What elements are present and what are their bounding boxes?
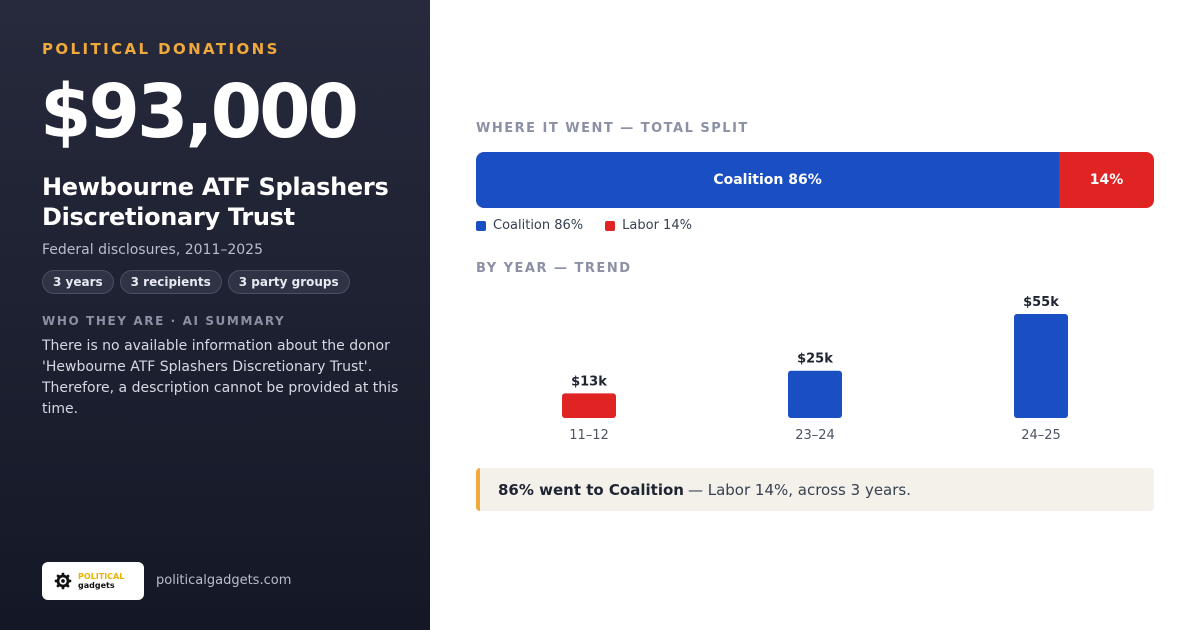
trend-bar-chart: $13k 11–12 $25k 23–24 $55k 24–25 (562, 295, 1068, 443)
logo-line-1: POLITICAL (78, 572, 125, 581)
trend-bar (788, 370, 842, 418)
gear-icon (54, 572, 72, 590)
trend-category-label: 24–25 (1021, 428, 1061, 443)
left-panel: POLITICAL DONATIONS $93,000 Hewbourne AT… (0, 0, 430, 630)
legend-item-labor: Labor 14% (605, 218, 692, 233)
brand-logo[interactable]: POLITICAL gadgets (42, 562, 144, 600)
callout-strong: 86% went to Coalition (498, 480, 684, 499)
split-segment-labor: 14% (1059, 152, 1154, 208)
legend-swatch (476, 220, 486, 231)
chip-recipients: 3 recipients (119, 270, 222, 294)
trend-heading: BY YEAR — TREND (476, 261, 632, 276)
trend-bar (1014, 314, 1068, 418)
about-text: There is no available information about … (42, 338, 399, 417)
legend-label: Coalition 86% (493, 218, 584, 233)
eyebrow-label: POLITICAL DONATIONS (42, 40, 280, 58)
legend-swatch (605, 220, 616, 231)
legend-item-coalition: Coalition 86% (476, 218, 583, 233)
trend-category-label: 23–24 (795, 428, 835, 443)
callout-rest: — Labor 14%, across 3 years. (687, 480, 911, 499)
split-segment-coalition: Coalition 86% (476, 152, 1060, 208)
trend-bar (562, 393, 616, 418)
trend-value-label: $13k (571, 374, 607, 389)
split-bar: Coalition 86% 14% (476, 152, 1154, 208)
split-legend: Coalition 86% Labor 14% (476, 218, 692, 233)
trend-category-label: 11–12 (569, 428, 609, 443)
trend-value-label: $25k (797, 352, 833, 367)
donor-name: Hewbourne ATF Splashers Discretionary Tr… (42, 173, 389, 231)
chip-years: 3 years (42, 270, 114, 294)
logo-wordmark: POLITICAL gadgets (78, 572, 124, 590)
stat-chips: 3 years 3 recipients 3 party groups (42, 270, 350, 294)
disclosure-subtitle: Federal disclosures, 2011–2025 (42, 242, 263, 258)
about-heading: WHO THEY ARE · AI SUMMARY (42, 314, 286, 328)
summary-callout: 86% went to Coalition — Labor 14%, acros… (476, 468, 1154, 511)
split-heading: WHERE IT WENT — TOTAL SPLIT (476, 121, 749, 136)
chip-party-groups: 3 party groups (227, 270, 350, 294)
trend-value-label: $55k (1023, 295, 1059, 310)
total-amount: $93,000 (40, 69, 359, 155)
legend-label: Labor 14% (622, 218, 692, 233)
logo-line-2: gadgets (78, 581, 115, 590)
site-link[interactable]: politicalgadgets.com (156, 573, 292, 588)
